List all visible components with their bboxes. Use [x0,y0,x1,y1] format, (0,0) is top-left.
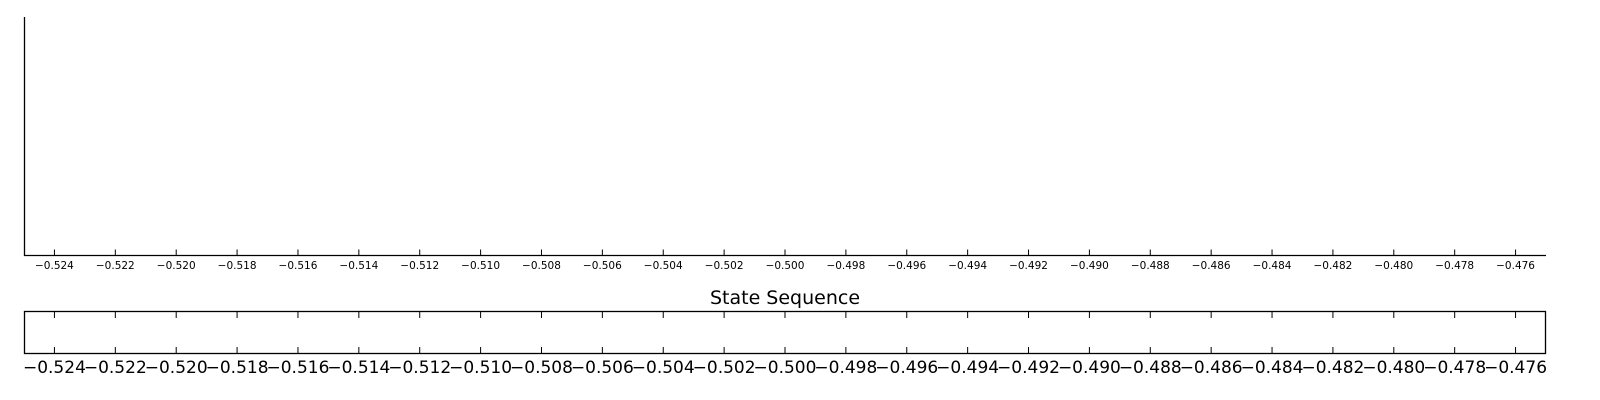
top-x-tick-label: −0.478 [1435,260,1474,272]
top-x-ticks [53,249,1517,256]
top-x-tick-label: −0.494 [948,260,987,272]
state-sequence-x-tick-label: −0.506 [571,358,634,378]
state-sequence-x-tick-label: −0.500 [754,358,817,378]
state-sequence-x-tick-label: −0.492 [997,358,1060,378]
state-sequence-x-tick-label: −0.498 [814,358,877,378]
top-x-tick-label: −0.486 [1192,260,1231,272]
state-sequence-x-tick-label: −0.486 [1180,358,1243,378]
state-sequence-x-tick-label: −0.484 [1241,358,1304,378]
top-x-tick-label: −0.514 [339,260,378,272]
state-sequence-title: State Sequence [710,287,860,309]
top-x-tick-label: −0.524 [35,260,74,272]
state-sequence-x-tick-label: −0.476 [1484,358,1547,378]
state-sequence-x-tick-label: −0.514 [327,358,390,378]
top-x-tick-label: −0.504 [644,260,683,272]
state-sequence-x-tick-label: −0.504 [632,358,695,378]
top-x-tick-label: −0.476 [1496,260,1535,272]
top-x-tick-label: −0.490 [1070,260,1109,272]
state-sequence-x-tick-label: −0.522 [84,358,147,378]
state-sequence-x-ticks [53,311,1517,354]
top-x-tick-label: −0.510 [461,260,500,272]
top-x-tick-label: −0.498 [826,260,865,272]
state-sequence-x-tick-label: −0.518 [206,358,269,378]
top-x-tick-label: −0.496 [887,260,926,272]
state-sequence-x-tick-label: −0.494 [936,358,999,378]
state-sequence-x-tick-label: −0.520 [145,358,208,378]
state-sequence-x-tick-label: −0.502 [693,358,756,378]
top-x-tick-labels: −0.524 −0.522 −0.520 −0.518 −0.516 −0.514 −0.5… [35,260,1535,272]
top-x-tick-label: −0.492 [1009,260,1048,272]
state-sequence-x-tick-label: −0.482 [1301,358,1364,378]
top-x-tick-label: −0.482 [1313,260,1352,272]
top-plot-panel: −0.524 −0.522 −0.520 −0.518 −0.516 −0.514 −0.5… [23,17,1546,272]
top-x-tick-label: −0.500 [766,260,805,272]
state-sequence-x-tick-label: −0.510 [449,358,512,378]
top-x-tick-label: −0.484 [1253,260,1292,272]
top-x-tick-label: −0.488 [1131,260,1170,272]
state-sequence-x-tick-label: −0.490 [1058,358,1121,378]
top-x-tick-label: −0.508 [522,260,561,272]
state-sequence-x-tick-label: −0.524 [23,358,86,378]
top-x-tick-label: −0.516 [279,260,318,272]
top-x-tick-label: −0.512 [400,260,439,272]
state-sequence-x-tick-label: −0.488 [1119,358,1182,378]
state-sequence-x-tick-label: −0.512 [388,358,451,378]
state-sequence-x-tick-label: −0.516 [266,358,329,378]
top-x-tick-label: −0.506 [583,260,622,272]
state-sequence-x-tick-labels: −0.524−0.522−0.520−0.518−0.516−0.514−0.5… [23,358,1547,378]
top-x-tick-label: −0.502 [705,260,744,272]
state-sequence-x-tick-label: −0.496 [875,358,938,378]
state-sequence-x-tick-label: −0.480 [1362,358,1425,378]
top-x-tick-label: −0.480 [1374,260,1413,272]
top-x-tick-label: −0.520 [157,260,196,272]
top-x-tick-label: −0.518 [218,260,257,272]
top-x-tick-label: −0.522 [96,260,135,272]
state-sequence-x-tick-label: −0.478 [1423,358,1486,378]
state-sequence-panel: State Sequence −0.524−0.522−0.520−0.518−… [23,287,1547,378]
state-sequence-x-tick-label: −0.508 [510,358,573,378]
